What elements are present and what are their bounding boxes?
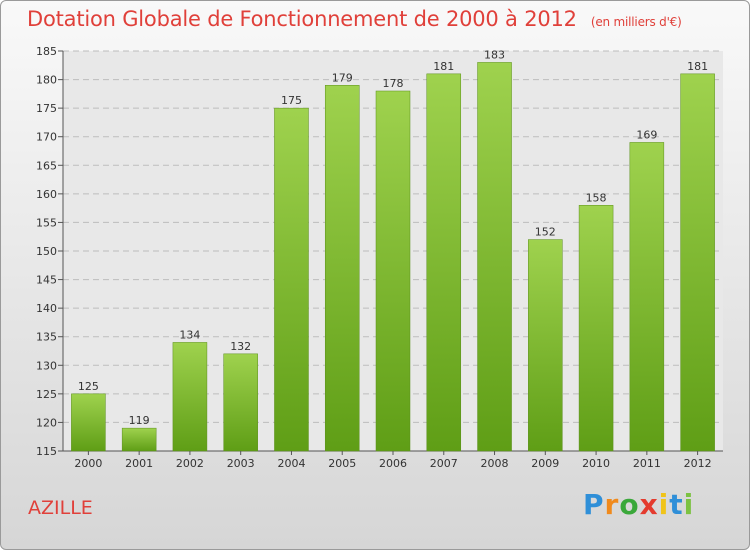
data-label: 183	[484, 48, 505, 61]
chart-title: Dotation Globale de Fonctionnement de 20…	[27, 7, 682, 31]
x-tick-label: 2000	[74, 457, 102, 470]
data-label: 158	[586, 191, 607, 204]
logo-letter: P	[583, 488, 605, 521]
data-label: 181	[433, 60, 454, 73]
x-tick-label: 2004	[277, 457, 305, 470]
bar	[426, 73, 462, 452]
data-label: 179	[332, 71, 353, 84]
bar	[477, 62, 512, 452]
y-tick-label: 165	[36, 159, 57, 172]
x-tick-label: 2009	[531, 457, 559, 470]
chart-subtitle: (en milliers d'€)	[590, 15, 682, 29]
x-tick-label: 2010	[582, 457, 610, 470]
data-label: 152	[535, 226, 556, 239]
data-label: 178	[383, 77, 404, 90]
bar	[324, 85, 360, 452]
y-tick-label: 125	[36, 388, 57, 401]
x-tick-label: 2012	[684, 457, 712, 470]
data-label: 119	[129, 414, 150, 427]
y-tick-label: 180	[36, 74, 57, 87]
logo-letter: i	[683, 488, 695, 521]
bar	[274, 107, 309, 452]
y-tick-label: 140	[36, 302, 57, 315]
y-tick-label: 145	[36, 274, 57, 287]
bar	[680, 73, 715, 452]
data-label: 175	[281, 94, 302, 107]
x-tick-label: 2008	[481, 457, 509, 470]
chart-title-text: Dotation Globale de Fonctionnement de 20…	[27, 7, 577, 31]
y-tick-label: 155	[36, 216, 57, 229]
x-tick-label: 2001	[125, 457, 153, 470]
y-tick-label: 170	[36, 131, 57, 144]
y-tick-label: 115	[36, 445, 57, 458]
x-tick-label: 2003	[227, 457, 255, 470]
data-label: 134	[179, 328, 200, 341]
y-tick-label: 135	[36, 331, 57, 344]
bar	[223, 353, 258, 452]
bar	[172, 342, 208, 452]
data-label: 125	[78, 380, 99, 393]
y-tick-label: 150	[36, 245, 57, 258]
data-label: 132	[230, 340, 251, 353]
bar	[629, 142, 665, 452]
y-tick-label: 185	[36, 45, 57, 58]
x-tick-label: 2005	[328, 457, 356, 470]
proxiti-logo: Proxiti	[583, 488, 694, 521]
bar	[578, 205, 614, 452]
logo-letter: o	[619, 488, 640, 521]
x-tick-label: 2007	[430, 457, 458, 470]
bar	[121, 427, 157, 452]
x-tick-label: 2002	[176, 457, 204, 470]
logo-letter: t	[669, 488, 684, 521]
y-tick-label: 160	[36, 188, 57, 201]
y-tick-label: 120	[36, 416, 57, 429]
commune-name: AZILLE	[28, 497, 93, 519]
data-label: 169	[636, 128, 657, 141]
data-label: 181	[687, 60, 708, 73]
bar	[375, 90, 411, 452]
logo-letter: i	[658, 488, 670, 521]
logo-letter: r	[604, 488, 620, 521]
logo-letter: x	[639, 488, 659, 521]
y-tick-label: 175	[36, 102, 57, 115]
x-tick-label: 2011	[633, 457, 661, 470]
y-tick-label: 130	[36, 359, 57, 372]
x-tick-label: 2006	[379, 457, 407, 470]
bar	[528, 239, 563, 452]
bar	[71, 393, 106, 452]
